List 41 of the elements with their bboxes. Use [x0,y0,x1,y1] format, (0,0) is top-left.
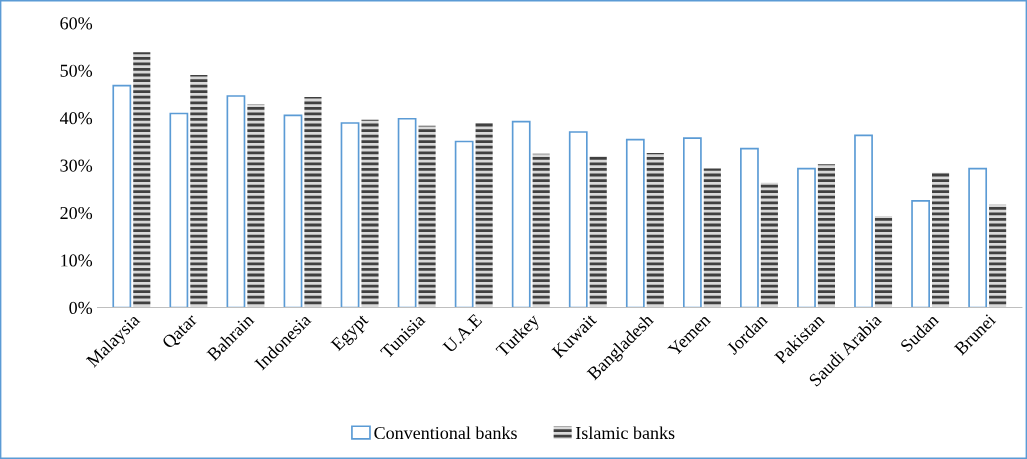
bar [989,204,1007,308]
bar [703,168,721,308]
y-tick-label: 0% [69,301,93,315]
bar [133,52,151,308]
bar [304,96,322,308]
bar [190,75,208,308]
y-tick-label: 60% [60,17,93,30]
bar [361,119,379,308]
bar [418,125,436,308]
bar [340,122,360,308]
bar [646,152,664,308]
bar [397,117,417,308]
bar [740,147,759,308]
bar [797,167,816,308]
bar [169,112,189,308]
bar [854,134,873,308]
bar [874,215,893,308]
bar [625,138,645,308]
bar [226,95,246,308]
y-tick-label: 40% [59,112,93,125]
legend-label: Islamic banks [575,426,675,440]
bar [247,104,265,308]
bar [475,123,493,308]
y-tick-label: 30% [60,159,93,172]
bar [911,199,930,308]
bar [682,137,702,308]
bar [511,120,531,308]
bar [817,164,836,308]
bar [532,153,550,308]
bar [283,114,303,308]
bar [568,131,588,308]
y-tick-label: 10% [61,254,93,267]
bar [589,156,607,308]
bar [932,172,950,308]
y-tick-label: 50% [60,64,93,77]
legend-label: Conventional banks [374,426,517,440]
y-tick-label: 20% [60,206,93,220]
bar [112,84,132,308]
bar [760,182,778,308]
bar [454,140,474,308]
bar [968,167,988,308]
